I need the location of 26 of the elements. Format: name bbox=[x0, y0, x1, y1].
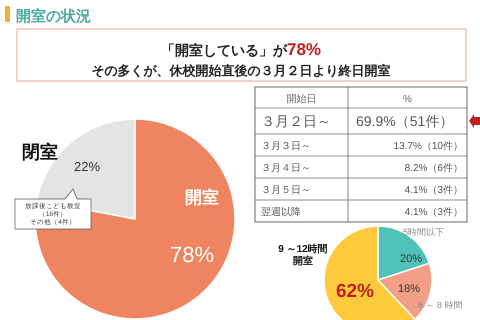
text: 「開室している」が bbox=[160, 42, 288, 58]
category-label: ３月４日～ bbox=[261, 163, 311, 174]
slice-label: 開室 bbox=[185, 188, 219, 207]
data-label: 78% bbox=[170, 242, 214, 267]
slice-label: 9 ～12時間開室 bbox=[278, 243, 328, 267]
category-label: ３月３日～ bbox=[261, 141, 311, 152]
data-label: 20% bbox=[400, 253, 422, 265]
text: 4.1%（3件） bbox=[404, 207, 463, 218]
text: 69.9%（51件） bbox=[356, 113, 454, 129]
slice-label: 6 ～ 8 時間 bbox=[418, 300, 463, 310]
text: 開室の状況 bbox=[16, 7, 91, 25]
slice-label: 5時間以下 bbox=[403, 227, 444, 237]
text: 開始日 bbox=[286, 94, 316, 105]
text: 8.2%（6件） bbox=[404, 163, 463, 174]
category-label: ３月２日～ bbox=[261, 113, 331, 129]
data-label: 18% bbox=[398, 283, 420, 295]
text: 78% bbox=[286, 40, 322, 59]
text: 4.1%（3件） bbox=[404, 185, 463, 196]
text: 13.7%（10件） bbox=[394, 141, 463, 152]
text: その多くが、休校開始直後の３月２日より終日開室 bbox=[92, 63, 390, 78]
category-label: 翌週以降 bbox=[261, 206, 301, 218]
text: % bbox=[403, 94, 412, 105]
data-label: 62% bbox=[336, 281, 374, 302]
slice-label: 閉室 bbox=[22, 142, 58, 162]
data-label: 22% bbox=[74, 159, 100, 174]
category-label: ３月５日～ bbox=[261, 185, 311, 196]
